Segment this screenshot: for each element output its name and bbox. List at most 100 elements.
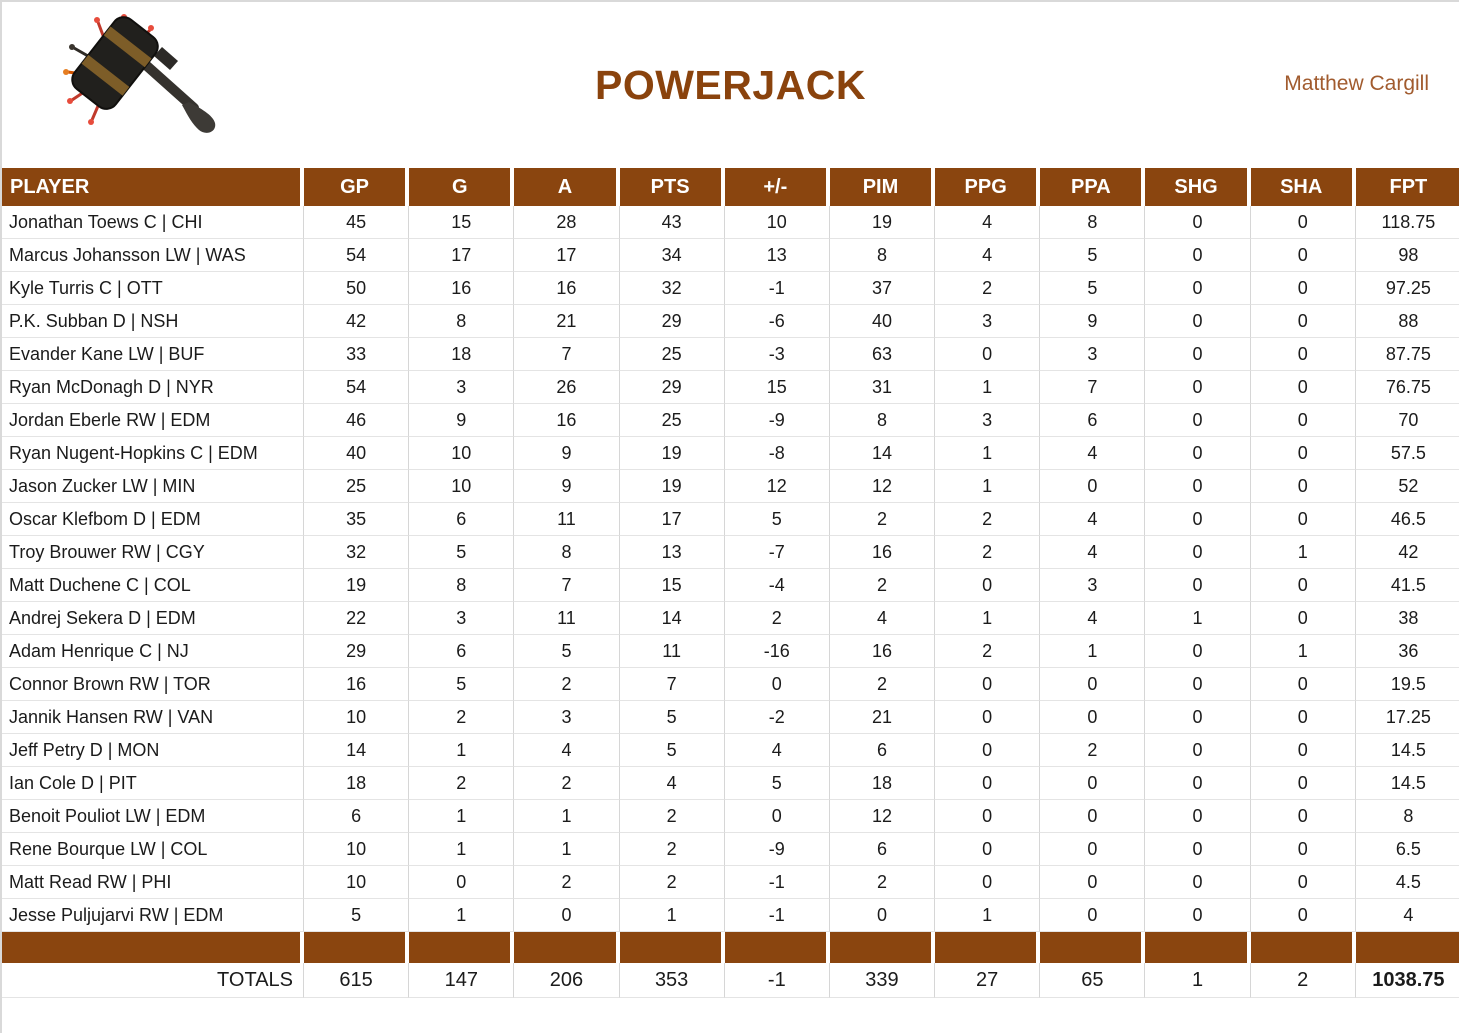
- stat-cell-pim: 6: [829, 833, 936, 866]
- stat-cell-fpt: 38: [1355, 602, 1459, 635]
- player-name: P.K. Subban D | NSH: [2, 305, 304, 338]
- stat-cell-ppg: 0: [935, 701, 1041, 734]
- stat-cell-plus-minus: -3: [724, 338, 830, 371]
- stat-cell-ppa: 0: [1040, 800, 1146, 833]
- stat-cell-plus-minus: -6: [724, 305, 830, 338]
- stat-cell-ppa: 4: [1040, 503, 1146, 536]
- player-name: Adam Henrique C | NJ: [2, 635, 304, 668]
- stat-cell-fpt: 118.75: [1355, 206, 1459, 239]
- stat-cell-fpt: 4: [1355, 899, 1459, 932]
- column-header-pts: PTS: [619, 168, 725, 206]
- stat-cell-a: 0: [514, 899, 620, 932]
- stat-cell-pts: 19: [619, 437, 725, 470]
- stat-cell-ppa: 0: [1040, 701, 1146, 734]
- stat-cell-fpt: 36: [1355, 635, 1459, 668]
- stat-cell-sha: 0: [1250, 602, 1356, 635]
- stat-cell-sha: 0: [1250, 767, 1356, 800]
- stat-cell-pts: 5: [619, 701, 725, 734]
- stat-cell-fpt: 14.5: [1355, 734, 1459, 767]
- stat-cell-a: 1: [514, 800, 620, 833]
- stat-cell-sha: 0: [1250, 371, 1356, 404]
- column-header-shg: SHG: [1145, 168, 1251, 206]
- stat-cell-pts: 5: [619, 734, 725, 767]
- stat-cell-ppa: 2: [1040, 734, 1146, 767]
- stat-cell-fpt: 6.5: [1355, 833, 1459, 866]
- stat-cell-fpt: 87.75: [1355, 338, 1459, 371]
- owner-name: Matthew Cargill: [1284, 72, 1429, 95]
- stat-cell-ppa: 0: [1040, 470, 1146, 503]
- player-name: Jannik Hansen RW | VAN: [2, 701, 304, 734]
- stat-cell-pts: 29: [619, 371, 725, 404]
- stat-cell-shg: 0: [1145, 338, 1251, 371]
- stat-cell-fpt: 57.5: [1355, 437, 1459, 470]
- player-name: Oscar Klefbom D | EDM: [2, 503, 304, 536]
- player-name: Jesse Puljujarvi RW | EDM: [2, 899, 304, 932]
- stat-cell-pim: 16: [829, 635, 936, 668]
- stat-cell-gp: 46: [304, 404, 410, 437]
- stat-cell-pim: 18: [829, 767, 936, 800]
- stat-cell-sha: 0: [1250, 305, 1356, 338]
- stat-cell-g: 15: [409, 206, 515, 239]
- stat-cell-g: 8: [409, 305, 515, 338]
- separator-cell: [1250, 932, 1356, 963]
- stat-cell-ppa: 4: [1040, 437, 1146, 470]
- stat-cell-plus-minus: -2: [724, 701, 830, 734]
- stat-cell-ppg: 1: [935, 899, 1041, 932]
- stat-cell-shg: 0: [1145, 404, 1251, 437]
- stat-cell-plus-minus: -1: [724, 866, 830, 899]
- stat-cell-ppg: 0: [935, 338, 1041, 371]
- stat-cell-fpt: 98: [1355, 239, 1459, 272]
- total-a: 206: [514, 963, 620, 998]
- stat-cell-ppa: 7: [1040, 371, 1146, 404]
- stat-cell-plus-minus: 0: [724, 668, 830, 701]
- stat-cell-pim: 31: [829, 371, 936, 404]
- total-gp: 615: [304, 963, 410, 998]
- stat-cell-a: 9: [514, 437, 620, 470]
- stat-cell-pim: 2: [829, 866, 936, 899]
- stat-cell-g: 2: [409, 767, 515, 800]
- stat-cell-a: 7: [514, 338, 620, 371]
- stat-cell-g: 3: [409, 602, 515, 635]
- stat-cell-fpt: 52: [1355, 470, 1459, 503]
- stat-cell-shg: 0: [1145, 470, 1251, 503]
- stat-cell-pts: 25: [619, 338, 725, 371]
- player-name: Rene Bourque LW | COL: [2, 833, 304, 866]
- stat-cell-ppg: 2: [935, 503, 1041, 536]
- stat-cell-a: 28: [514, 206, 620, 239]
- stat-cell-ppg: 1: [935, 470, 1041, 503]
- stat-cell-a: 17: [514, 239, 620, 272]
- stat-cell-a: 16: [514, 272, 620, 305]
- stat-cell-shg: 0: [1145, 569, 1251, 602]
- column-header-a: A: [514, 168, 620, 206]
- stat-cell-pim: 2: [829, 569, 936, 602]
- stat-cell-a: 8: [514, 536, 620, 569]
- stat-cell-ppa: 3: [1040, 569, 1146, 602]
- player-name: Ryan McDonagh D | NYR: [2, 371, 304, 404]
- powerjack-hammer-icon: [63, 14, 216, 133]
- stat-cell-g: 1: [409, 833, 515, 866]
- stat-cell-g: 0: [409, 866, 515, 899]
- stat-cell-pim: 16: [829, 536, 936, 569]
- stat-cell-pim: 0: [829, 899, 936, 932]
- column-header-ppg: PPG: [935, 168, 1041, 206]
- stat-cell-plus-minus: 5: [724, 503, 830, 536]
- stat-cell-sha: 0: [1250, 899, 1356, 932]
- page-title: POWERJACK: [594, 62, 867, 108]
- stat-cell-pts: 25: [619, 404, 725, 437]
- stat-cell-gp: 40: [304, 437, 410, 470]
- player-name: Matt Duchene C | COL: [2, 569, 304, 602]
- stat-cell-ppa: 5: [1040, 272, 1146, 305]
- total-ppa: 65: [1040, 963, 1146, 998]
- separator-cell: [619, 932, 725, 963]
- stat-cell-shg: 0: [1145, 767, 1251, 800]
- total-fpt: 1038.75: [1355, 963, 1459, 998]
- stat-cell-pts: 19: [619, 470, 725, 503]
- stat-cell-plus-minus: -16: [724, 635, 830, 668]
- stats-table: PLAYER GP G A PTS +/- PIM PPG PPA SHG SHA FPT Jonath…: [2, 168, 1459, 998]
- player-name: Kyle Turris C | OTT: [2, 272, 304, 305]
- stat-cell-a: 1: [514, 833, 620, 866]
- stat-cell-gp: 54: [304, 371, 410, 404]
- stat-cell-shg: 0: [1145, 503, 1251, 536]
- stat-cell-g: 10: [409, 470, 515, 503]
